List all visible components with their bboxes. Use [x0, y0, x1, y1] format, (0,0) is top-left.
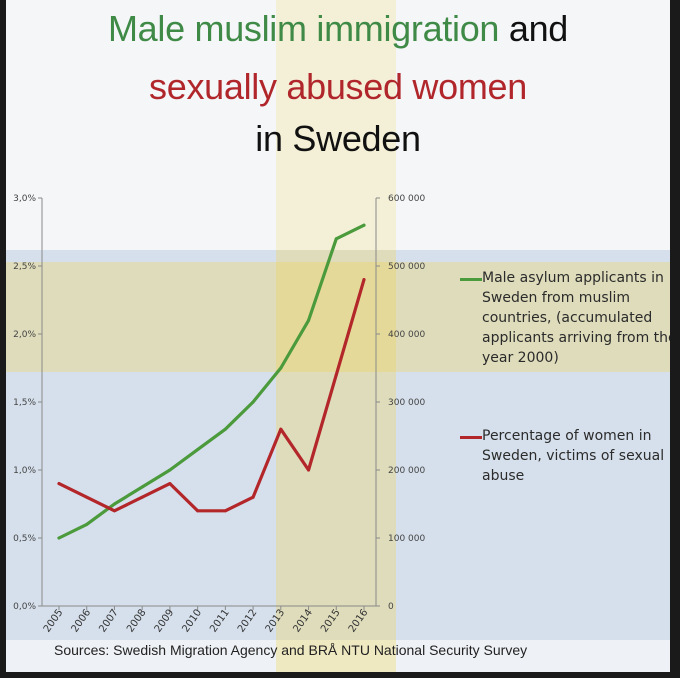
x-tick-label: 2015 — [319, 607, 343, 634]
x-tick-label: 2007 — [97, 607, 121, 634]
x-tick-label: 2014 — [291, 607, 315, 634]
legend-swatch-red — [460, 436, 482, 439]
title-line-2: sexually abused women — [6, 66, 670, 108]
legend-label-sexual-abuse: Percentage of women in Sweden, victims o… — [482, 428, 665, 484]
left-tick-label: 0,0% — [13, 602, 36, 612]
right-tick-label: 500 000 — [388, 262, 425, 272]
data-point — [168, 482, 172, 486]
data-point — [140, 495, 144, 499]
data-point — [307, 318, 311, 322]
x-tick-label: 2016 — [347, 607, 371, 634]
data-point — [251, 400, 255, 404]
right-tick-label: 100 000 — [388, 534, 425, 544]
sources-footnote: Sources: Swedish Migration Agency and BR… — [54, 642, 528, 658]
left-tick-label: 1,0% — [13, 466, 36, 476]
data-point — [251, 495, 255, 499]
left-tick-label: 3,0% — [13, 194, 36, 204]
data-point — [57, 482, 61, 486]
title-part-immigration: Male muslim immigration — [107, 8, 500, 49]
chart-axes — [41, 198, 377, 607]
infographic-frame: Male muslim immigration and sexually abu… — [6, 0, 670, 672]
right-tick-label: 300 000 — [388, 398, 425, 408]
x-tick-label: 2010 — [180, 607, 204, 634]
x-tick-label: 2012 — [236, 607, 260, 634]
data-point — [362, 223, 366, 227]
data-point — [168, 468, 172, 472]
data-point — [362, 278, 366, 282]
left-tick-label: 1,5% — [13, 398, 36, 408]
right-tick-label: 0 — [388, 602, 394, 612]
data-point — [223, 509, 227, 513]
data-point — [223, 427, 227, 431]
data-point — [57, 536, 61, 540]
title-part-abused-women: sexually abused women — [149, 66, 527, 107]
right-tick-label: 400 000 — [388, 330, 425, 340]
x-tick-label: 2006 — [70, 607, 94, 634]
x-tick-label: 2009 — [153, 607, 177, 634]
series-line-sexual-abuse — [57, 278, 366, 513]
data-point — [112, 509, 116, 513]
x-axis-ticks: 2005 2006 2007 2008 2009 2010 2011 2012 2013 2014… — [42, 606, 371, 635]
legend-label-asylum-applicants: Male asylum applicants in Sweden from mu… — [482, 270, 670, 366]
data-point — [307, 468, 311, 472]
left-tick-label: 0,5% — [13, 534, 36, 544]
x-tick-label: 2005 — [42, 607, 66, 634]
title-line-3: in Sweden — [6, 118, 670, 160]
data-point — [279, 427, 283, 431]
line-chart: 0,0% 0,5% 1,0% 1,5% 2,0% 2,5% 3,0% 0 100 000 200… — [13, 194, 425, 635]
x-tick-label: 2008 — [125, 607, 149, 634]
data-point — [85, 495, 89, 499]
legend-swatch-green — [460, 278, 482, 281]
left-tick-label: 2,5% — [13, 262, 36, 272]
series-line-asylum-applicants — [57, 223, 366, 540]
series-layer — [57, 223, 366, 540]
data-point — [112, 502, 116, 506]
data-point — [140, 485, 144, 489]
right-axis-ticks: 0 100 000 200 000 300 000 400 000 500 000 600 … — [376, 194, 425, 612]
swedish-flag-background — [6, 0, 670, 672]
data-point — [334, 373, 338, 377]
x-tick-label: 2011 — [208, 607, 232, 634]
title-part-sweden: in Sweden — [255, 118, 421, 159]
title-line-1: Male muslim immigration and — [6, 8, 670, 50]
data-point — [196, 509, 200, 513]
legend-entry-sexual-abuse: Percentage of women in Sweden, victims o… — [460, 426, 670, 486]
data-point — [279, 366, 283, 370]
left-axis-ticks: 0,0% 0,5% 1,0% 1,5% 2,0% 2,5% 3,0% — [13, 194, 42, 612]
left-tick-label: 2,0% — [13, 330, 36, 340]
data-point — [334, 237, 338, 241]
right-tick-label: 600 000 — [388, 194, 425, 204]
title-part-and: and — [508, 8, 569, 49]
x-tick-label: 2013 — [264, 607, 288, 634]
right-tick-label: 200 000 — [388, 466, 425, 476]
legend-entry-asylum-applicants: Male asylum applicants in Sweden from mu… — [460, 268, 670, 368]
data-point — [85, 522, 89, 526]
data-point — [196, 448, 200, 452]
